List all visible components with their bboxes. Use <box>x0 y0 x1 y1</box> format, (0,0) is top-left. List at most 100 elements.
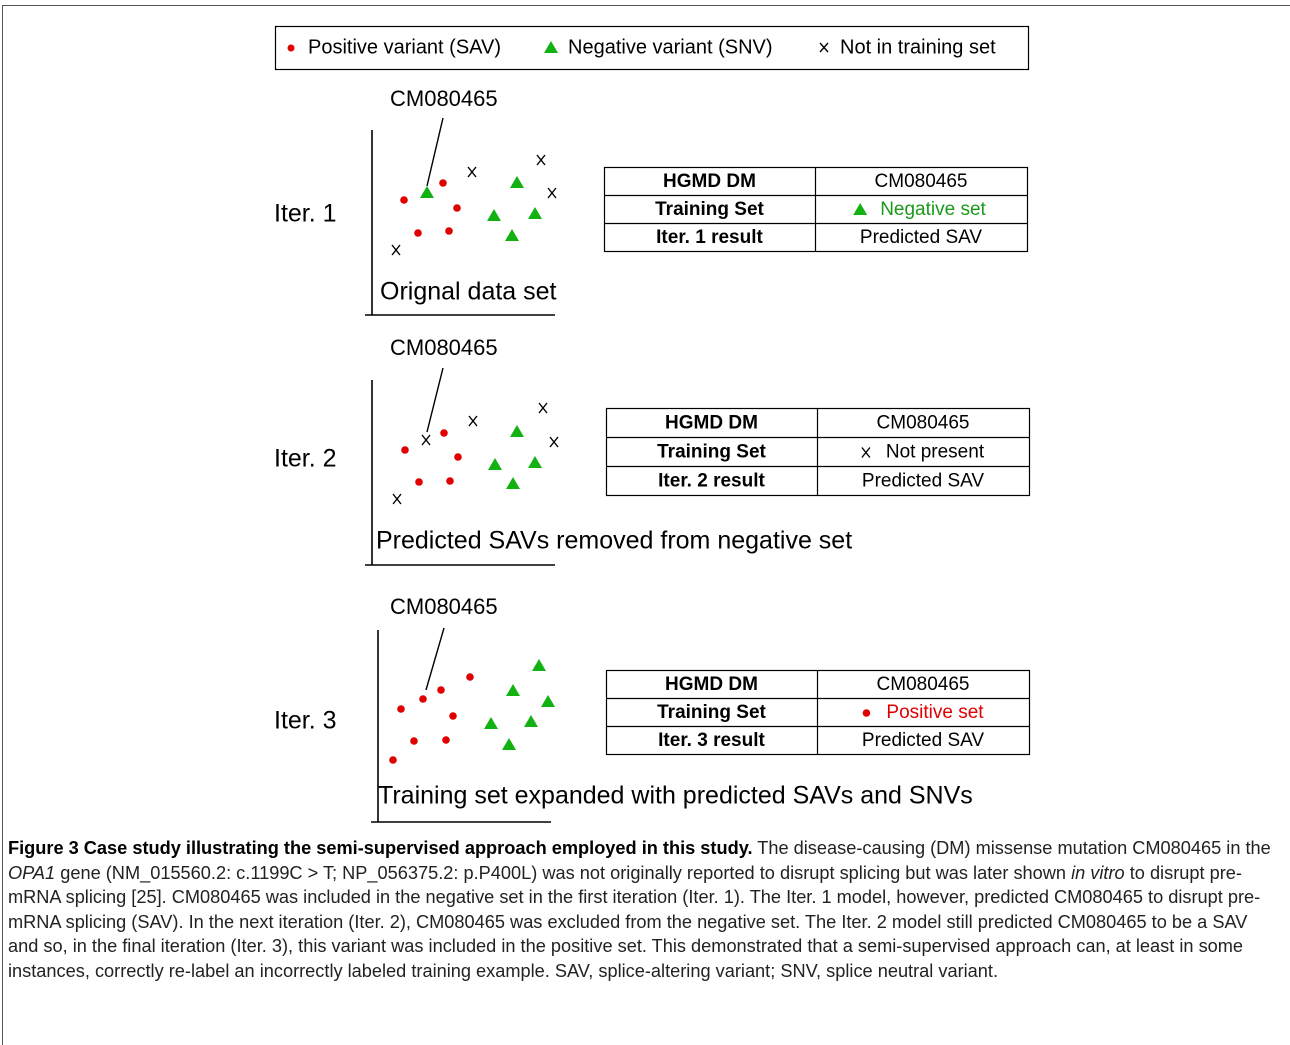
cross-stroke <box>421 434 431 446</box>
negative-point <box>506 477 520 489</box>
cross-stroke <box>536 154 546 166</box>
negative-point <box>484 717 498 729</box>
positive-point <box>415 478 423 486</box>
cross-stroke <box>391 244 401 256</box>
negative-point <box>502 738 516 750</box>
negative-point <box>528 207 542 219</box>
cross-stroke <box>468 415 478 427</box>
table-value: Negative set <box>880 199 986 220</box>
positive-point <box>440 429 448 437</box>
cross-stroke <box>467 166 477 178</box>
caption-title: Figure 3 Case study illustrating the sem… <box>8 838 753 858</box>
table-value: CM080465 <box>877 413 970 434</box>
caption-text: gene (NM_015560.2: c.1199C > T; NP_05637… <box>55 862 1072 883</box>
table-key: HGMD DM <box>663 171 756 192</box>
panel-note: Predicted SAVs removed from negative set <box>376 527 852 555</box>
callout-line <box>426 367 444 433</box>
cross-stroke <box>549 436 559 448</box>
cross-stroke <box>861 447 871 458</box>
panel-label: Iter. 1 <box>274 200 337 228</box>
negative-point <box>528 456 542 468</box>
negative-point <box>506 684 520 696</box>
legend-symbol <box>544 41 558 53</box>
legend-label: Not in training set <box>840 36 996 58</box>
table-value: CM080465 <box>877 674 970 695</box>
callout-line <box>425 627 445 691</box>
positive-point <box>445 227 453 235</box>
table-key: Training Set <box>655 199 764 220</box>
panel-note: Orignal data set <box>380 278 557 306</box>
caption-italic: OPA1 <box>8 862 56 883</box>
positive-point <box>414 229 422 237</box>
positive-point <box>449 712 457 720</box>
table-key: Iter. 2 result <box>658 471 765 492</box>
cross-stroke <box>547 187 557 199</box>
callout-label: CM080465 <box>390 86 498 111</box>
cross-stroke <box>392 493 402 505</box>
legend-label: Negative variant (SNV) <box>568 36 773 58</box>
negative-point <box>510 425 524 437</box>
cross-stroke <box>538 402 548 414</box>
excluded-point <box>391 244 401 256</box>
positive-point <box>401 446 409 454</box>
positive-point <box>453 204 461 212</box>
table-value: Predicted SAV <box>862 730 984 751</box>
panel-label: Iter. 3 <box>274 707 337 735</box>
excluded-point <box>536 154 546 166</box>
negative-point <box>505 229 519 241</box>
table-value: Predicted SAV <box>860 227 982 248</box>
positive-point <box>446 477 454 485</box>
table-value: Positive set <box>886 702 984 723</box>
positive-point <box>439 179 447 187</box>
legend-symbol <box>287 44 295 52</box>
negative-point <box>420 186 434 198</box>
negative-point <box>532 659 546 671</box>
table-key: HGMD DM <box>665 674 758 695</box>
callout-label: CM080465 <box>390 335 498 360</box>
negative-point <box>524 715 538 727</box>
excluded-point <box>538 402 548 414</box>
caption-italic: in vitro <box>1071 862 1125 883</box>
callout-label: CM080465 <box>390 594 498 619</box>
figure-frame <box>2 5 1290 1045</box>
positive-point <box>410 737 418 745</box>
table-key: HGMD DM <box>665 413 758 434</box>
table-key: Training Set <box>657 442 766 463</box>
table-value: Predicted SAV <box>862 471 984 492</box>
excluded-point <box>467 166 477 178</box>
positive-point <box>466 673 474 681</box>
positive-point <box>442 736 450 744</box>
table-value: CM080465 <box>875 171 968 192</box>
figure-caption: Figure 3 Case study illustrating the sem… <box>8 836 1280 984</box>
negative-point <box>853 203 868 215</box>
panel-note: Training set expanded with predicted SAV… <box>378 782 973 810</box>
excluded-point <box>421 434 431 446</box>
negative-point <box>488 458 502 470</box>
positive-point <box>400 196 408 204</box>
negative-point <box>541 695 555 707</box>
excluded-point <box>547 187 557 199</box>
legend-symbol <box>819 42 829 53</box>
table-key: Training Set <box>657 702 766 723</box>
excluded-point <box>861 447 871 458</box>
excluded-point <box>549 436 559 448</box>
negative-point <box>510 176 524 188</box>
table-key: Iter. 3 result <box>658 730 765 751</box>
positive-point <box>454 453 462 461</box>
positive-point <box>862 709 871 717</box>
positive-point <box>419 695 427 703</box>
legend-label: Positive variant (SAV) <box>308 36 501 58</box>
negative-point <box>487 209 501 221</box>
excluded-point <box>392 493 402 505</box>
panel-label: Iter. 2 <box>274 445 337 473</box>
table-value: Not present <box>886 442 985 463</box>
legend-box <box>274 25 1030 71</box>
positive-point <box>389 756 397 764</box>
caption-text: to disrupt pre-mRNA splicing [25]. CM080… <box>8 862 1261 981</box>
excluded-point <box>468 415 478 427</box>
positive-point <box>397 705 405 713</box>
callout-line <box>426 117 444 187</box>
caption-text: The disease-causing (DM) missense mutati… <box>752 838 1271 858</box>
table-key: Iter. 1 result <box>656 227 763 248</box>
